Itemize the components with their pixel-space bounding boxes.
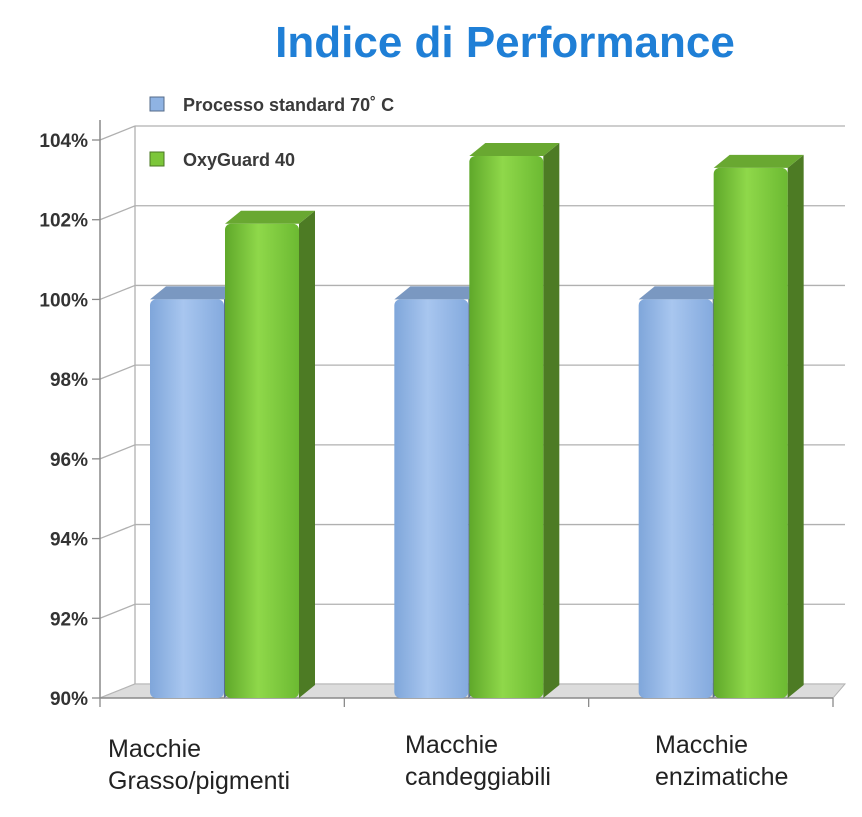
axis-layer: 90% 92% 94% 96% 98% 100% 102% 104% [39, 120, 834, 710]
category-label-line: enzimatiche [655, 763, 789, 791]
category-label-line: Macchie [655, 731, 749, 759]
category-label: Macchie Grasso/pigmenti [108, 733, 290, 797]
bar-front [150, 299, 224, 698]
gridline-diagonal [99, 364, 136, 380]
y-tick-label: 92% [50, 609, 88, 630]
bar-top [469, 142, 560, 156]
category-label-line: Grasso/pigmenti [108, 767, 291, 795]
bar-oxyguard-3 [713, 154, 804, 698]
bar-layer [150, 142, 804, 698]
bar-top [225, 210, 315, 224]
gridline-diagonal [99, 125, 136, 141]
category-label-line: candeggiabili [405, 763, 551, 791]
bar-front [394, 299, 469, 698]
bar-top [638, 286, 729, 300]
legend: Processo standard 70˚ C OxyGuard 40 [149, 95, 394, 170]
y-tick-label: 98% [50, 370, 88, 391]
category-label-line: Macchie [108, 735, 202, 763]
bar-top [150, 286, 240, 300]
bar-front [638, 299, 713, 698]
category-label-line: Macchie [405, 731, 499, 759]
bar-front [225, 223, 299, 698]
category-label: Macchie enzimatiche [655, 729, 788, 793]
bar-front [469, 155, 544, 698]
legend-label: Processo standard 70˚ C [183, 95, 394, 115]
legend-swatch [149, 151, 165, 167]
legend-swatch [149, 96, 165, 112]
gridline-diagonal [99, 205, 136, 221]
category-label: Macchie candeggiabili [405, 729, 551, 793]
y-tick-label: 104% [39, 131, 88, 152]
y-tick-label: 90% [50, 689, 88, 710]
chart-title: Indice di Performance [275, 18, 735, 67]
gridline-diagonal [99, 444, 136, 460]
gridline-diagonal [99, 523, 136, 540]
gridline-diagonal [99, 603, 136, 619]
bar-side [787, 154, 804, 698]
bar-top [713, 154, 804, 168]
y-tick-label: 100% [39, 290, 88, 311]
bar-side [299, 210, 315, 698]
bar-oxyguard-2 [469, 142, 560, 698]
y-tick-label: 102% [39, 211, 88, 232]
y-tick-label: 96% [50, 450, 88, 471]
bar-side [543, 142, 560, 698]
bar-front [713, 167, 788, 698]
bar-oxyguard-1 [225, 210, 315, 698]
bar-top [394, 286, 485, 300]
gridline-diagonal [99, 284, 136, 301]
y-tick-label: 94% [50, 530, 88, 551]
legend-label: OxyGuard 40 [183, 150, 295, 170]
